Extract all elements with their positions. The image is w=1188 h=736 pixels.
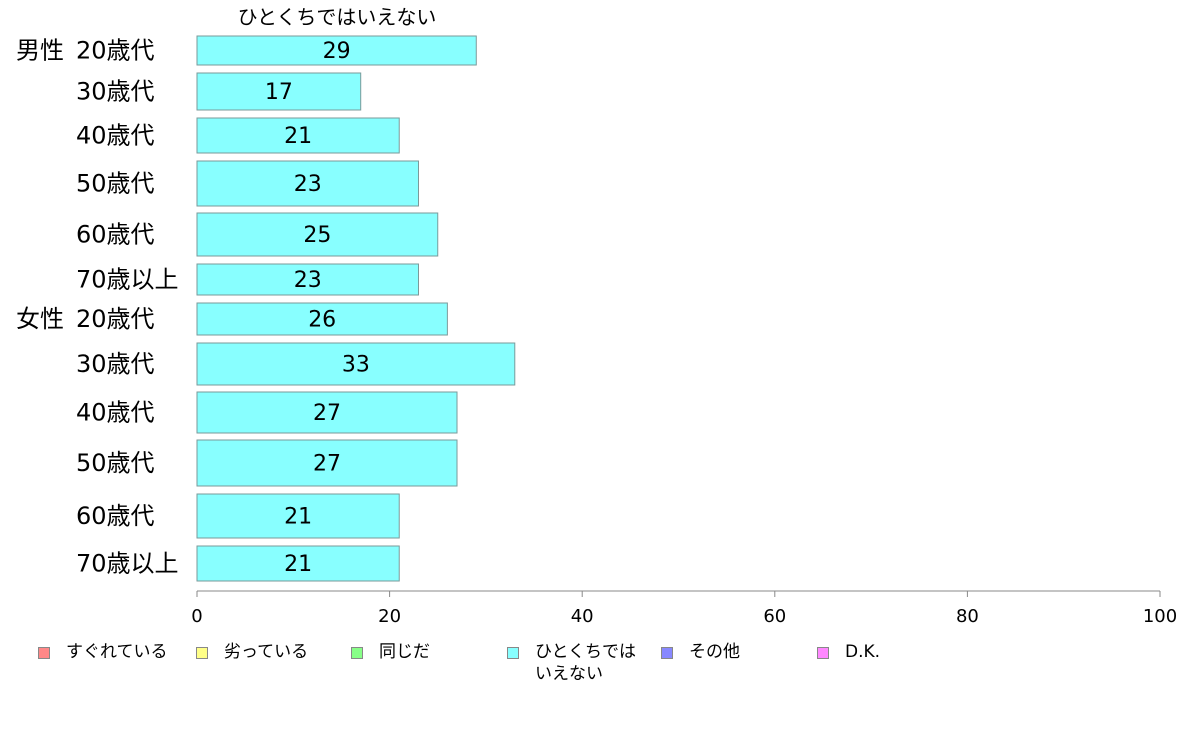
category-label: 70歳以上: [76, 266, 179, 294]
legend-swatch: [661, 647, 673, 659]
bar: [196, 493, 400, 539]
legend-item: 劣っている: [196, 641, 308, 663]
legend: すぐれている 劣っている 同じだ ひとくちでは いえない その他 D.K.: [38, 641, 1158, 691]
legend-swatch: [38, 647, 50, 659]
bar-value-label: 21: [284, 124, 312, 149]
bar-value-label: 23: [294, 172, 322, 197]
x-tick-label: 80: [956, 606, 979, 627]
legend-label: 劣っている: [224, 642, 309, 662]
legend-label: 同じだ: [379, 642, 430, 662]
bar-value-label: 21: [284, 552, 312, 577]
legend-swatch: [817, 647, 829, 659]
legend-label: D.K.: [845, 642, 881, 662]
legend-item: 同じだ: [351, 641, 430, 663]
x-tick-label: 100: [1143, 606, 1177, 627]
x-tick-label: 40: [571, 606, 594, 627]
bar-value-label: 27: [313, 401, 341, 426]
category-label: 70歳以上: [76, 550, 179, 578]
bar-value-label: 17: [265, 80, 293, 105]
group-label: 女性: [16, 305, 64, 333]
bar: [196, 302, 448, 336]
category-label: 50歳代: [76, 170, 155, 198]
category-label: 30歳代: [76, 78, 155, 106]
group-label: 男性: [16, 37, 64, 65]
bar: [196, 72, 362, 111]
bar: [196, 212, 439, 257]
bar: [196, 439, 458, 487]
bar: [196, 391, 458, 434]
category-label: 30歳代: [76, 350, 155, 378]
legend-item: その他: [661, 641, 740, 663]
series-title: ひとくちではいえない: [238, 5, 437, 29]
legend-item: ひとくちでは いえない: [507, 641, 636, 685]
x-axis: 0 20 40 60 80 100: [191, 590, 1177, 627]
bar-value-label: 29: [323, 39, 351, 64]
category-labels: 20歳代 30歳代 40歳代 50歳代 60歳代 70歳以上 20歳代 30歳代 40歳代 50歳…: [16, 37, 179, 578]
x-tick-label: 0: [191, 606, 202, 627]
x-tick-label: 60: [763, 606, 786, 627]
category-label: 60歳代: [76, 502, 155, 530]
legend-label: すぐれている: [66, 642, 168, 662]
bar-value-label: 25: [303, 223, 331, 248]
bar-value-label: 21: [284, 505, 312, 530]
category-label: 60歳代: [76, 221, 155, 249]
category-label: 20歳代: [76, 37, 155, 65]
category-label: 40歳代: [76, 122, 155, 150]
legend-label: ひとくちでは いえない: [535, 642, 636, 684]
legend-item: すぐれている: [38, 641, 168, 663]
legend-swatch: [507, 647, 519, 659]
bar: [196, 545, 400, 582]
bar: [196, 35, 477, 66]
legend-swatch: [196, 647, 208, 659]
category-label: 20歳代: [76, 305, 155, 333]
bar-value-label: 27: [313, 452, 341, 477]
category-label: 50歳代: [76, 449, 155, 477]
legend-label: その他: [689, 642, 740, 662]
legend-swatch: [351, 647, 363, 659]
legend-item: D.K.: [817, 641, 880, 663]
bar-value-label: 26: [308, 308, 336, 333]
x-tick-label: 20: [378, 606, 401, 627]
category-label: 40歳代: [76, 399, 155, 427]
bar: [196, 263, 419, 296]
bar-value-label: 33: [342, 353, 370, 378]
bar: [196, 117, 400, 154]
bar: [196, 160, 419, 207]
bar: [196, 342, 516, 386]
bar-value-label: 23: [294, 268, 322, 293]
